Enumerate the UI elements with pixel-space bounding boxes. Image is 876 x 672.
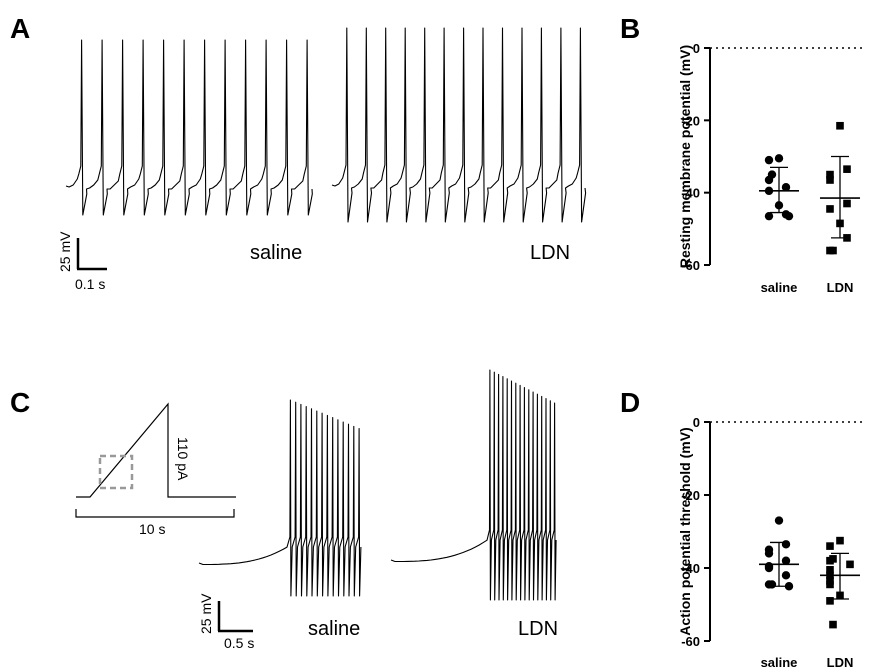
chart-d-point-ldn [826,580,834,589]
trace-label-c-ldn: LDN [518,618,558,640]
chart-d-y-axis-label: Action potential threshold (mV) [677,427,693,635]
panel-a-traces [65,27,587,223]
panel-c-scalebar: 25 mV 0.5 s [198,593,254,651]
chart-b-category-label: saline [761,280,798,295]
scalebar-a-x-label: 0.1 s [75,276,105,292]
zoom-box [98,454,134,490]
trace-label-c-saline: saline [308,618,360,640]
chart-d-y-tick-label: -60 [681,634,700,649]
chart-d-point-ldn [826,542,834,550]
trace-a-saline [65,39,313,216]
chart-b-point-ldn [843,199,851,208]
chart-b-point-ldn [826,246,834,255]
chart-d-point-saline [764,549,774,558]
chart-d-point-saline [764,580,774,589]
trace-label-a-ldn: LDN [530,242,570,264]
scalebar-c-x-label: 0.5 s [224,635,254,651]
protocol-duration-label: 10 s [139,521,165,537]
chart-d-category-label: LDN [827,655,854,670]
chart-b-point-saline [774,154,784,163]
chart-d-point-saline [774,516,784,525]
scalebar-a-y-label: 25 mV [57,231,73,272]
ramp-protocol-line [76,402,236,498]
chart-d-point-ldn [829,620,837,629]
chart-d-point-ldn [826,571,834,580]
chart-d-point-ldn [836,536,844,545]
chart-b-point-ldn [843,165,851,173]
panel-label-a: A [10,13,30,44]
chart-d-y-tick-label: 0 [693,415,700,430]
chart-b-y-axis-label: Resting membrane potential (mV) [677,45,693,268]
chart-d-point-saline [781,571,791,580]
trace-c-saline [198,399,362,597]
chart-d-point-ldn [826,597,834,605]
panel-label-c: C [10,387,30,418]
chart-d-point-ldn [836,591,844,600]
chart-b-point-saline [764,175,774,185]
chart-b-category-label: LDN [827,280,854,295]
protocol-amplitude-label: 110 pA [175,437,191,481]
chart-b-point-saline [781,183,791,192]
chart-b-y-tick-label: 0 [693,41,700,56]
chart-b-point-saline [774,201,784,210]
chart-b-point-ldn [826,170,834,179]
panel-a-scalebar: 25 mV 0.1 s [57,231,107,292]
protocol-duration-bracket [75,509,235,518]
chart-b-point-saline [784,211,794,221]
chart-d-point-ldn [826,566,834,574]
chart-d-point-saline [764,563,774,573]
trace-a-ldn [331,27,587,223]
chart-b-y-tick-label: -20 [681,113,700,128]
panel-label-d: D [620,387,640,418]
panel-c-protocol: 110 pA 10 s [75,402,236,537]
chart-d-point-saline [781,556,791,565]
chart-b-point-ldn [826,205,834,213]
chart-d-point-saline [781,540,791,549]
chart-b-point-saline [764,186,774,196]
chart-b-point-saline [764,211,774,221]
trace-c-ldn [390,369,557,601]
panel-c-traces [198,369,557,601]
chart-d-point-ldn [826,556,834,565]
chart-b-point-saline [764,155,774,165]
chart-d-category-label: saline [761,655,798,670]
chart-d-point-saline [784,582,794,591]
chart-d-y-tick-label: -20 [681,488,700,503]
chart-b-y-tick-label: -60 [681,258,700,273]
scalebar-c-y-label: 25 mV [198,593,214,634]
panel-label-b: B [620,13,640,44]
chart-b-y-tick-label: -40 [681,186,700,201]
chart-b-point-ldn [826,176,834,184]
chart-d-point-ldn [846,560,854,569]
trace-label-a-saline: saline [250,242,302,264]
chart-b-point-ldn [836,121,844,130]
chart-b-point-ldn [836,219,844,228]
chart-b-point-ldn [843,234,851,242]
chart-d-y-tick-label: -40 [681,561,700,576]
